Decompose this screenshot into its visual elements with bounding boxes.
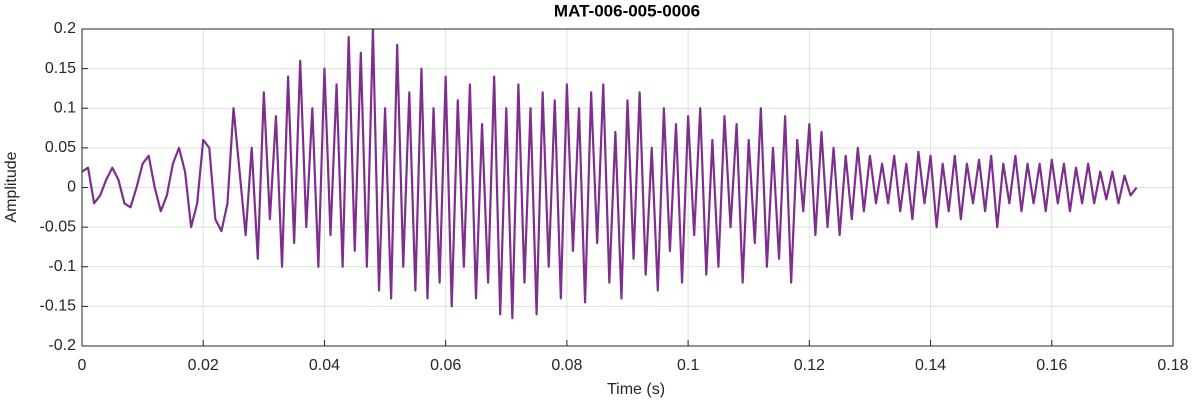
x-tick-label: 0.1 bbox=[677, 357, 699, 374]
axes-box bbox=[81, 28, 1174, 347]
x-tick-label: 0.16 bbox=[1036, 357, 1067, 374]
line-series bbox=[82, 29, 1138, 320]
y-tick-label: -0.05 bbox=[40, 218, 77, 235]
y-tick-label: -0.1 bbox=[48, 258, 76, 275]
x-axis-label: Time (s) bbox=[607, 381, 665, 398]
y-tick-label: 0.2 bbox=[54, 20, 76, 37]
y-tick-label: 0.15 bbox=[45, 60, 76, 77]
y-axis-label: Amplitude bbox=[3, 151, 20, 222]
x-tick-label: 0.04 bbox=[309, 357, 340, 374]
x-tick-label: 0.12 bbox=[794, 357, 825, 374]
y-tick-label: -0.2 bbox=[48, 337, 76, 354]
x-tick-label: 0 bbox=[78, 357, 87, 374]
x-tick-label: 0.18 bbox=[1157, 357, 1188, 374]
x-tick-label: 0.02 bbox=[188, 357, 219, 374]
x-tick-label: 0.08 bbox=[551, 357, 582, 374]
x-tick-label: 0.06 bbox=[430, 357, 461, 374]
y-tick-label: -0.15 bbox=[40, 298, 77, 315]
y-tick-label: 0 bbox=[67, 179, 76, 196]
chart-title: MAT-006-005-0006 bbox=[554, 1, 700, 20]
y-tick-label: 0.05 bbox=[45, 139, 76, 156]
y-tick-label: 0.1 bbox=[54, 99, 76, 116]
x-tick-label: 0.14 bbox=[915, 357, 946, 374]
